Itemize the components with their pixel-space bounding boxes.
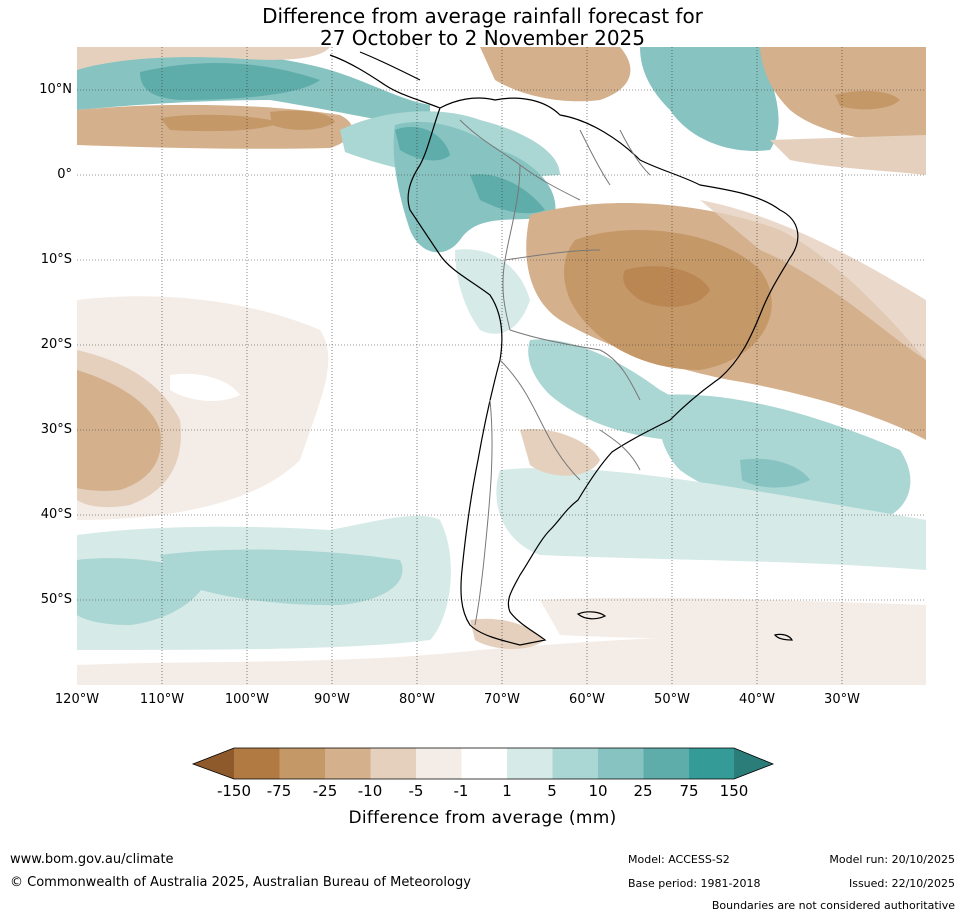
lat-label-50s: 50°S	[40, 592, 72, 607]
legend-swatch-8	[552, 748, 598, 779]
lat-label-30s: 30°S	[40, 422, 72, 437]
footer-base-period: Base period: 1981-2018	[628, 877, 761, 890]
light-brown-north-edge	[77, 47, 330, 70]
brown-atlantic-core	[835, 90, 900, 110]
legend-swatch-3	[325, 748, 371, 779]
lon-label-90w: 90°W	[314, 692, 350, 707]
legend-outline	[191, 747, 775, 780]
lon-label-120w: 120°W	[54, 692, 100, 707]
light-brown-atlantic-edge	[770, 135, 926, 175]
legend-swatch-12	[734, 748, 773, 779]
teal-core-colombia	[395, 126, 450, 161]
legend-swatch-7	[507, 748, 553, 779]
light-brown-brazil-outer	[700, 200, 926, 360]
legend-tick-3: -10	[357, 782, 383, 800]
country-borders	[459, 119, 651, 626]
teal-parana	[528, 339, 692, 440]
lon-label-30w: 30°W	[824, 692, 860, 707]
legend-tick-7: 5	[547, 782, 557, 800]
south-america-coastline	[407, 97, 799, 646]
caribbean-coast	[359, 51, 421, 81]
legend-swatch-10	[643, 748, 689, 779]
light-brown-southern-ocean	[77, 633, 926, 685]
lon-label-70w: 70°W	[484, 692, 520, 707]
footer-model: Model: ACCESS-S2	[628, 853, 730, 866]
teal-core-north-pacific	[140, 62, 320, 100]
central-america-coastline	[329, 54, 441, 109]
rainfall-map	[77, 47, 926, 685]
colour-legend	[191, 747, 775, 780]
teal-atlantic-north	[640, 47, 779, 151]
legend-tick-1: -75	[266, 782, 292, 800]
lat-label-10s: 10°S	[40, 252, 72, 267]
legend-tick-4: -5	[408, 782, 424, 800]
legend-tick-2: -25	[312, 782, 338, 800]
light-teal-amazon-south	[455, 249, 530, 334]
legend-swatch-5	[416, 748, 462, 779]
lon-label-50w: 50°W	[654, 692, 690, 707]
light-brown-drake	[540, 597, 926, 640]
footer-boundaries-note: Boundaries are not considered authoritat…	[711, 899, 955, 912]
legend-title: Difference from average (mm)	[348, 808, 617, 828]
footer-model-run: Model run: 20/10/2025	[829, 853, 955, 866]
legend-swatch-9	[598, 748, 644, 779]
legend-tick-9: 25	[633, 782, 653, 800]
anomaly-field	[77, 47, 926, 685]
legend-tick-0: -150	[216, 782, 252, 800]
south-georgia	[773, 633, 793, 641]
legend-tick-11: 150	[719, 782, 749, 800]
teal-core-south-atlantic	[740, 458, 810, 488]
light-teal-ocean-south	[496, 468, 926, 570]
lon-label-80w: 80°W	[399, 692, 435, 707]
lon-label-60w: 60°W	[569, 692, 605, 707]
lon-label-40w: 40°W	[739, 692, 775, 707]
legend-swatch-4	[370, 748, 416, 779]
coastlines	[329, 51, 799, 646]
falkland-islands	[576, 611, 607, 620]
map-title-line-1: Difference from average rainfall forecas…	[262, 4, 703, 28]
brown-core-north-pacific	[160, 114, 280, 132]
legend-swatch-11	[689, 748, 734, 779]
footer-issued: Issued: 22/10/2025	[848, 877, 955, 890]
legend-swatch-0	[193, 748, 234, 779]
lat-label-20s: 20°S	[40, 337, 72, 352]
footer-copyright: © Commonwealth of Australia 2025, Austra…	[10, 875, 471, 890]
white-patch-pacific	[170, 373, 240, 402]
lat-label-40s: 40°S	[40, 507, 72, 522]
light-brown-uruguay	[520, 429, 600, 476]
map-title-line-2: 27 October to 2 November 2025	[319, 26, 646, 50]
legend-tick-8: 10	[588, 782, 608, 800]
brown-caribbean	[480, 47, 631, 102]
brown-darker-core-brazil	[623, 266, 710, 307]
footer-url: www.bom.gov.au/climate	[10, 852, 174, 867]
legend-swatch-1	[234, 748, 280, 779]
graticule	[77, 47, 926, 685]
brown-core-southeast-pacific	[77, 370, 161, 491]
legend-tick-10: 75	[679, 782, 699, 800]
legend-tick-6: 1	[502, 782, 512, 800]
brown-tierra-del-fuego	[470, 618, 545, 649]
lat-label-0: 0°	[57, 167, 72, 182]
legend-tick-5: -1	[453, 782, 469, 800]
teal-core-amazon	[470, 174, 545, 214]
brown-core-north-pacific-2	[270, 110, 335, 130]
legend-swatch-2	[279, 748, 325, 779]
lat-label-10n: 10°N	[39, 82, 72, 97]
legend-swatch-6	[461, 748, 507, 779]
lon-label-100w: 100°W	[224, 692, 270, 707]
lon-label-110w: 110°W	[139, 692, 185, 707]
teal-south-pacific-2	[160, 549, 403, 606]
